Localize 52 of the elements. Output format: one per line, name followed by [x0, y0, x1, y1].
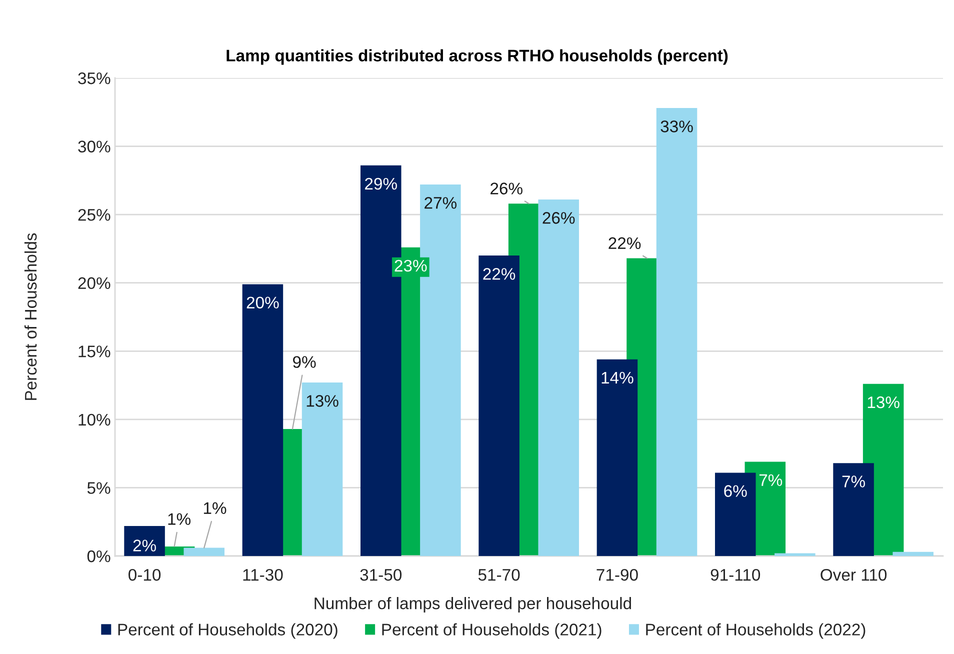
data-label: 9% — [293, 356, 316, 368]
legend-label: Percent of Households (2020) — [118, 623, 338, 639]
y-tick-label: 20% — [78, 277, 110, 290]
x-tick-label: 11-30 — [243, 568, 283, 581]
y-tick-label: 10% — [78, 414, 110, 426]
data-label: 13% — [868, 396, 900, 408]
data-label: 22% — [608, 237, 641, 250]
bar — [596, 359, 638, 556]
data-label: 27% — [424, 197, 457, 209]
y-tick-label: 35% — [78, 72, 110, 84]
data-label: 7% — [842, 476, 865, 488]
bar — [124, 526, 165, 556]
y-tick-label: 25% — [78, 208, 110, 221]
x-tick-label: 51-70 — [478, 568, 520, 581]
y-tick-label: 5% — [87, 482, 110, 494]
bar — [774, 553, 816, 556]
bar — [184, 548, 224, 556]
data-label: 14% — [602, 372, 634, 384]
bar — [656, 108, 698, 556]
chart-title: Lamp quantities distributed across RTHO households (percent) — [226, 49, 728, 65]
data-label: 29% — [365, 178, 397, 190]
data-label: 2% — [133, 540, 156, 552]
data-label: 26% — [542, 212, 575, 224]
legend-label: Percent of Households (2022) — [646, 623, 866, 639]
data-label: 33% — [660, 120, 693, 132]
x-tick-label: Over 110 — [820, 568, 887, 581]
bar — [242, 284, 284, 556]
data-label: 1% — [168, 513, 190, 525]
y-axis-title: Percent of Households — [24, 233, 37, 400]
data-label: 23% — [394, 260, 427, 272]
bar — [538, 200, 579, 556]
data-label: 20% — [246, 296, 279, 308]
data-label: 6% — [724, 485, 747, 497]
bar — [714, 472, 756, 556]
y-tick-label: 30% — [78, 140, 110, 152]
bar — [892, 552, 934, 556]
data-label: 22% — [483, 268, 516, 280]
x-tick-label: 0-10 — [128, 568, 161, 581]
y-tick-label: 0% — [87, 550, 110, 562]
data-label: 13% — [306, 395, 338, 407]
bar — [833, 463, 874, 556]
data-label: 1% — [204, 502, 226, 514]
x-tick-label: 71-90 — [596, 568, 638, 581]
x-tick-label: 31-50 — [360, 568, 402, 581]
data-label: 26% — [490, 182, 522, 194]
bar — [478, 256, 520, 556]
data-label: 7% — [759, 474, 782, 486]
x-tick-label: 91-110 — [710, 568, 760, 581]
legend-label: Percent of Households (2021) — [382, 623, 602, 639]
y-tick-label: 15% — [78, 346, 110, 358]
bar — [302, 382, 343, 556]
x-axis-title: Number of lamps delivered per househould — [314, 597, 631, 613]
